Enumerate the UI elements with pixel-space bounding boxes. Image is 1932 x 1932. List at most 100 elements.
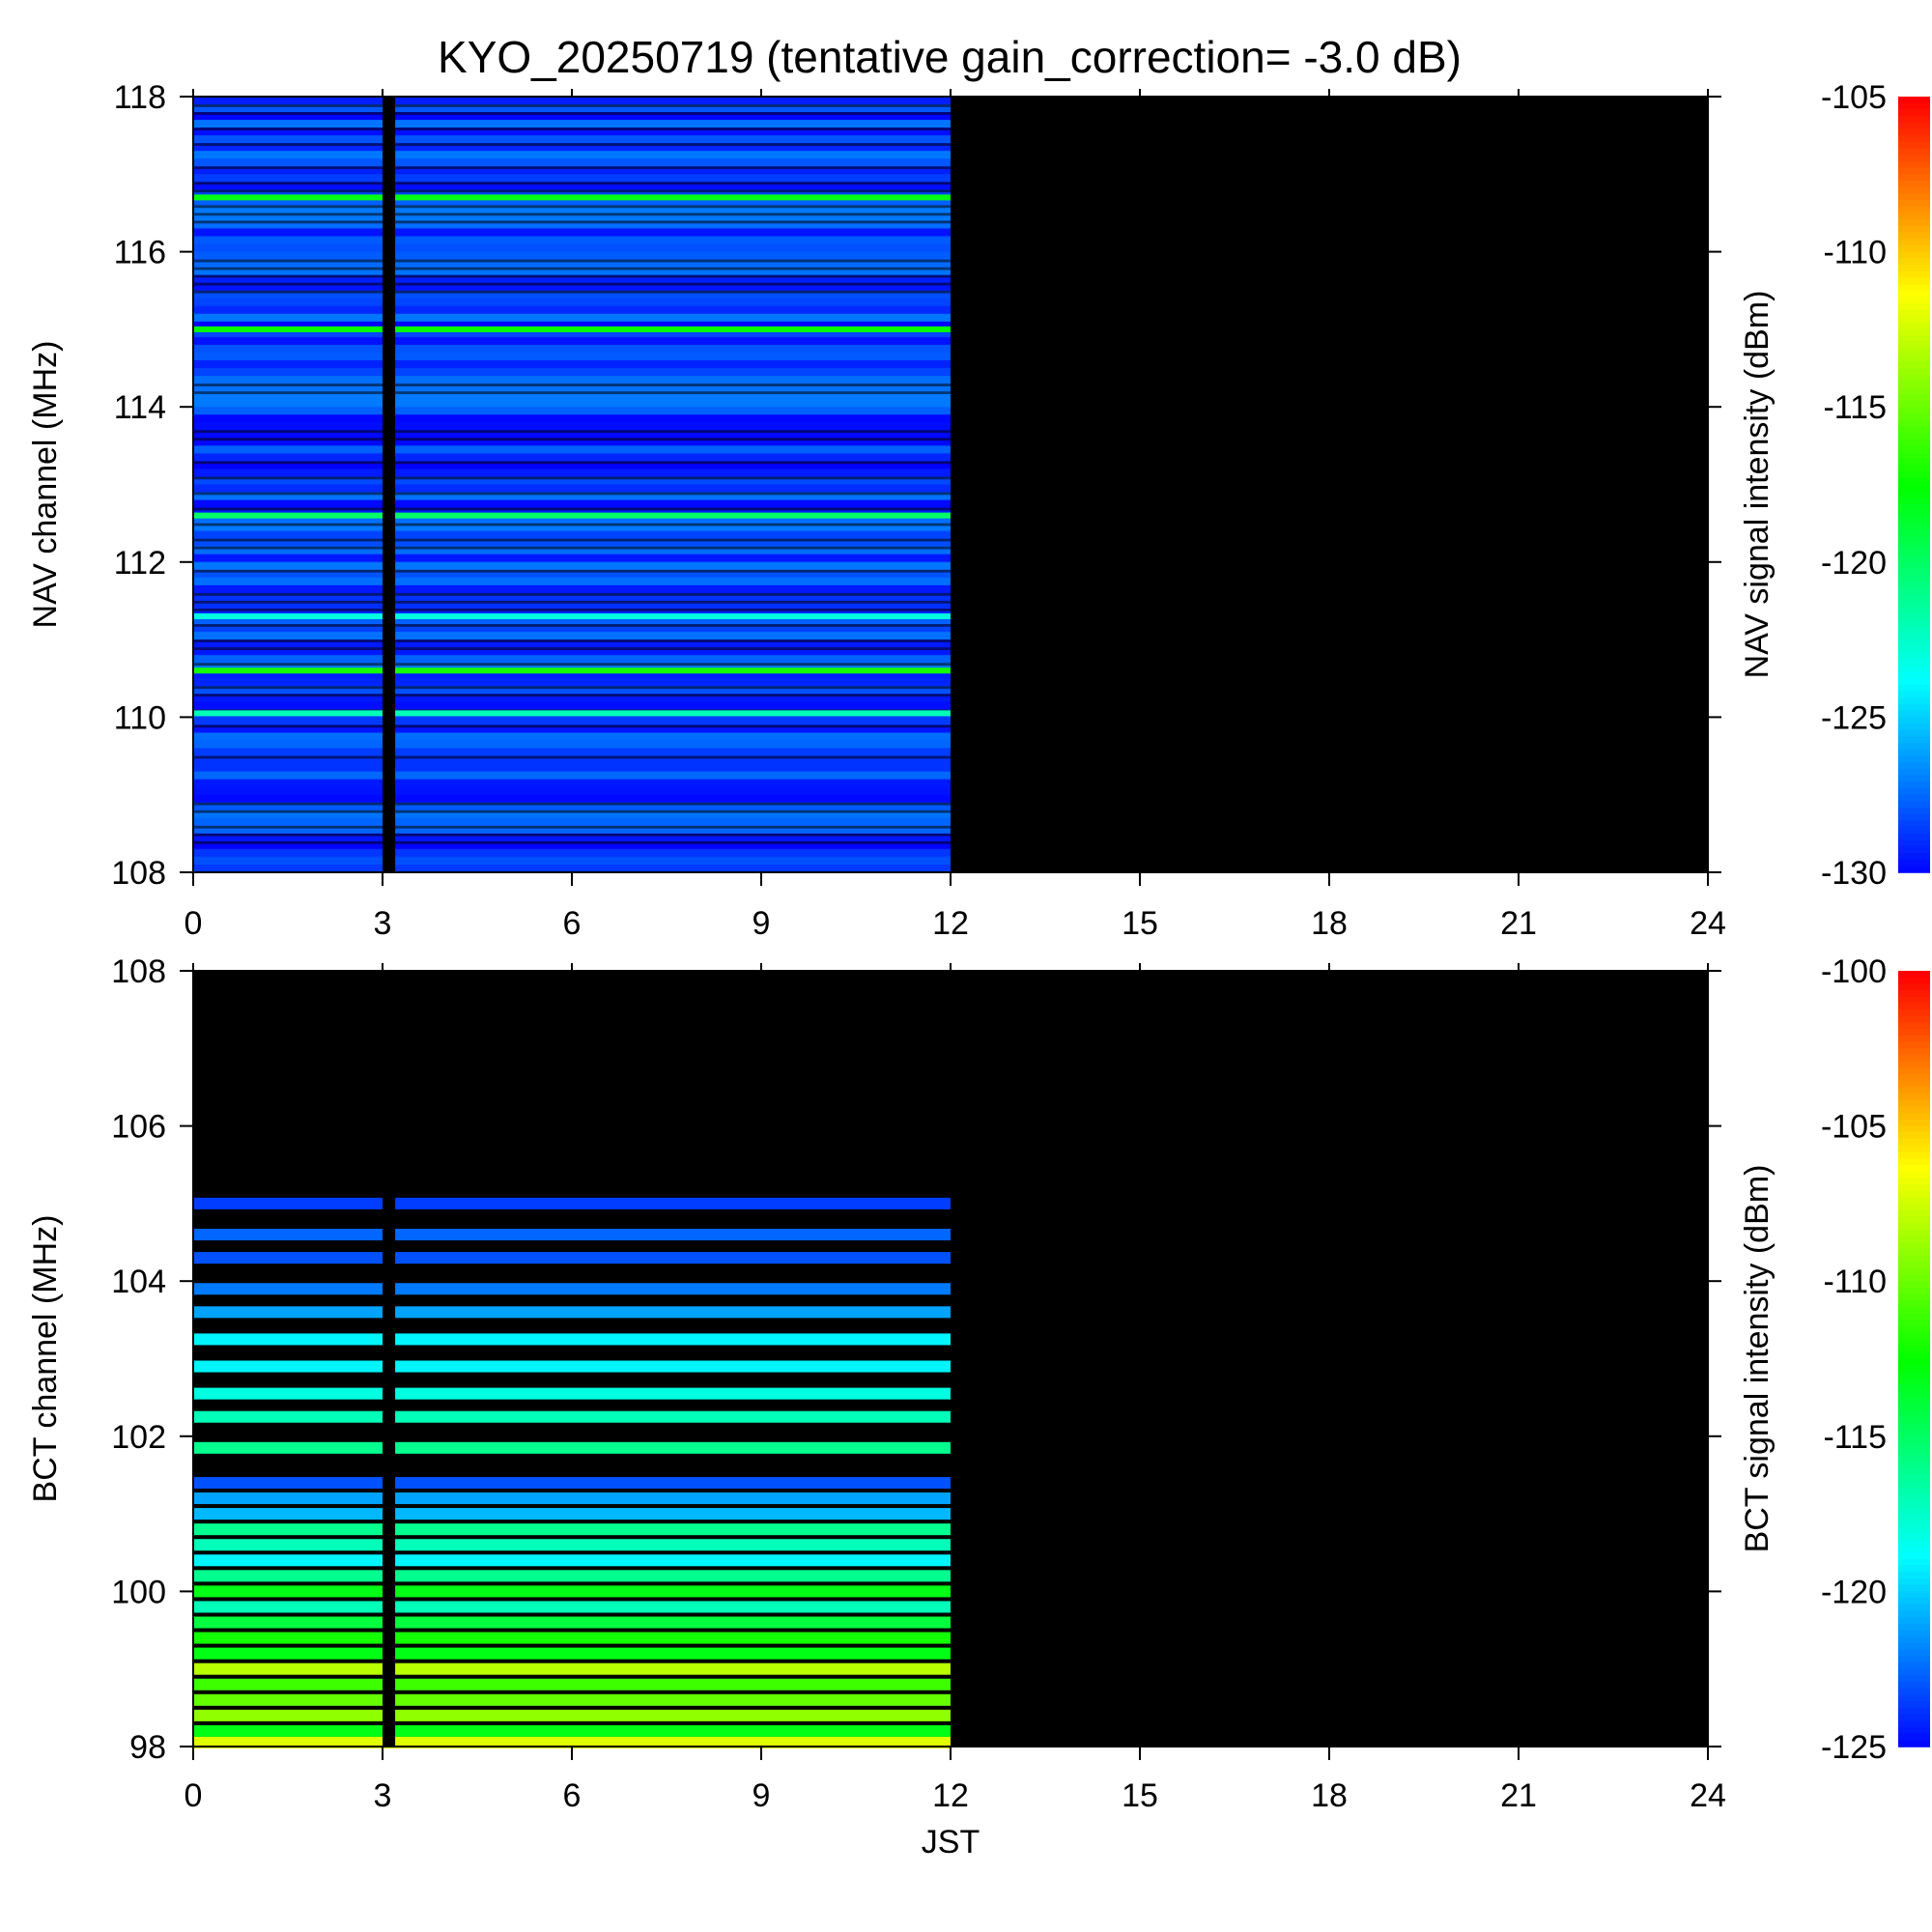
- colorbar-step: [1898, 1216, 1930, 1224]
- nav-channel-band: [193, 326, 951, 332]
- colorbar-step: [1898, 328, 1930, 337]
- nav-noise-row: [193, 817, 951, 827]
- colorbar-step: [1898, 820, 1930, 828]
- colorbar-step: [1898, 678, 1930, 686]
- colorbar-step: [1898, 852, 1930, 861]
- colorbar-step: [1898, 755, 1930, 764]
- nav-channel-band: [193, 512, 951, 519]
- colorbar-step: [1898, 983, 1930, 991]
- nav-noise-row: [193, 499, 951, 509]
- colorbar-step: [1898, 1578, 1930, 1586]
- colorbar-step: [1898, 813, 1930, 822]
- nav-noise-dropout: [193, 213, 951, 216]
- colorbar-step: [1898, 432, 1930, 440]
- nav-noise-row: [193, 128, 951, 136]
- colorbar-step: [1898, 148, 1930, 156]
- colorbar-step: [1898, 452, 1930, 460]
- bct-channel-band: [193, 1647, 951, 1660]
- colorbar-step: [1898, 277, 1930, 285]
- bct-channel-band: [193, 1283, 951, 1295]
- colorbar-step: [1898, 781, 1930, 789]
- bct-x-tick-label: 3: [374, 1777, 392, 1814]
- colorbar-step: [1898, 1145, 1930, 1153]
- colorbar-step: [1898, 1623, 1930, 1632]
- nav-noise-row: [193, 352, 951, 361]
- nav-y-tick-label: 108: [111, 855, 166, 892]
- colorbar-step: [1898, 549, 1930, 556]
- nav-noise-row: [193, 632, 951, 640]
- nav-noise-dropout: [193, 825, 951, 829]
- colorbar-step: [1898, 225, 1930, 234]
- nav-noise-row: [193, 236, 951, 245]
- nav-noise-row: [193, 298, 951, 307]
- colorbar-step: [1898, 219, 1930, 227]
- nav-noise-row: [193, 686, 951, 695]
- colorbar-step: [1898, 1668, 1930, 1677]
- colorbar-step: [1898, 1113, 1930, 1121]
- bct-channel-band: [193, 1678, 951, 1690]
- nav-noise-row: [193, 624, 951, 633]
- nav-noise-dropout: [193, 104, 951, 107]
- colorbar-step: [1898, 1222, 1930, 1231]
- bct-colorbar-tick-label: -100: [1821, 953, 1887, 990]
- nav-noise-dropout: [193, 523, 951, 526]
- colorbar-step: [1898, 1533, 1930, 1541]
- colorbar-step: [1898, 1048, 1930, 1056]
- colorbar-step: [1898, 743, 1930, 751]
- colorbar-step: [1898, 1397, 1930, 1406]
- colorbar-step: [1898, 1365, 1930, 1373]
- nav-noise-row: [193, 655, 951, 664]
- colorbar-step: [1898, 1106, 1930, 1115]
- colorbar-step: [1898, 1617, 1930, 1625]
- colorbar-step: [1898, 355, 1930, 363]
- colorbar-step: [1898, 1662, 1930, 1670]
- nav-noise-row: [193, 321, 951, 330]
- nav-noise-row: [193, 717, 951, 726]
- bct-channel-band: [193, 1523, 951, 1536]
- colorbar-step: [1898, 1552, 1930, 1560]
- colorbar-step: [1898, 264, 1930, 272]
- colorbar-step: [1898, 1171, 1930, 1179]
- nav-noise-row: [193, 492, 951, 501]
- bct-panel: 0 3 6 9 12 15 18 21 24 98 100 102 104 106 108 BCT chann…: [27, 953, 1930, 1861]
- bct-channel-band: [193, 1601, 951, 1613]
- bct-channel-band: [193, 1333, 951, 1346]
- colorbar-step: [1898, 607, 1930, 615]
- nav-noise-dropout: [193, 128, 951, 130]
- nav-noise-row: [193, 577, 951, 586]
- colorbar-step: [1898, 465, 1930, 472]
- colorbar-step: [1898, 1526, 1930, 1534]
- colorbar-step: [1898, 1320, 1930, 1327]
- colorbar-step: [1898, 1740, 1930, 1747]
- nav-colorbar-tick-label: -120: [1821, 545, 1887, 582]
- colorbar-step: [1898, 639, 1930, 647]
- colorbar-step: [1898, 827, 1930, 835]
- bct-colorbar: -100 -105 -110 -115 -120 -125: [1821, 953, 1930, 1766]
- nav-noise-dropout: [193, 694, 951, 697]
- colorbar-step: [1898, 1339, 1930, 1347]
- colorbar-step: [1898, 1067, 1930, 1075]
- nav-noise-dropout: [193, 112, 951, 115]
- colorbar-step: [1898, 368, 1930, 376]
- colorbar-step: [1898, 193, 1930, 201]
- colorbar-step: [1898, 1300, 1930, 1308]
- colorbar-step: [1898, 1384, 1930, 1392]
- colorbar-step: [1898, 801, 1930, 809]
- nav-noise-row: [193, 282, 951, 292]
- bct-x-tick-label: 18: [1311, 1777, 1348, 1814]
- colorbar-step: [1898, 996, 1930, 1005]
- colorbar-step: [1898, 381, 1930, 388]
- nav-noise-row: [193, 748, 951, 757]
- colorbar-step: [1898, 412, 1930, 421]
- nav-noise-row: [193, 197, 951, 207]
- colorbar-step: [1898, 393, 1930, 402]
- colorbar-step: [1898, 97, 1930, 104]
- bct-channel-band: [193, 1228, 951, 1241]
- colorbar-step: [1898, 620, 1930, 628]
- colorbar-step: [1898, 1190, 1930, 1199]
- bct-y-axis-label: BCT channel (MHz): [27, 1215, 64, 1503]
- colorbar-step: [1898, 1598, 1930, 1605]
- nav-noise-row: [193, 515, 951, 525]
- colorbar-step: [1898, 1720, 1930, 1728]
- colorbar-step: [1898, 1500, 1930, 1509]
